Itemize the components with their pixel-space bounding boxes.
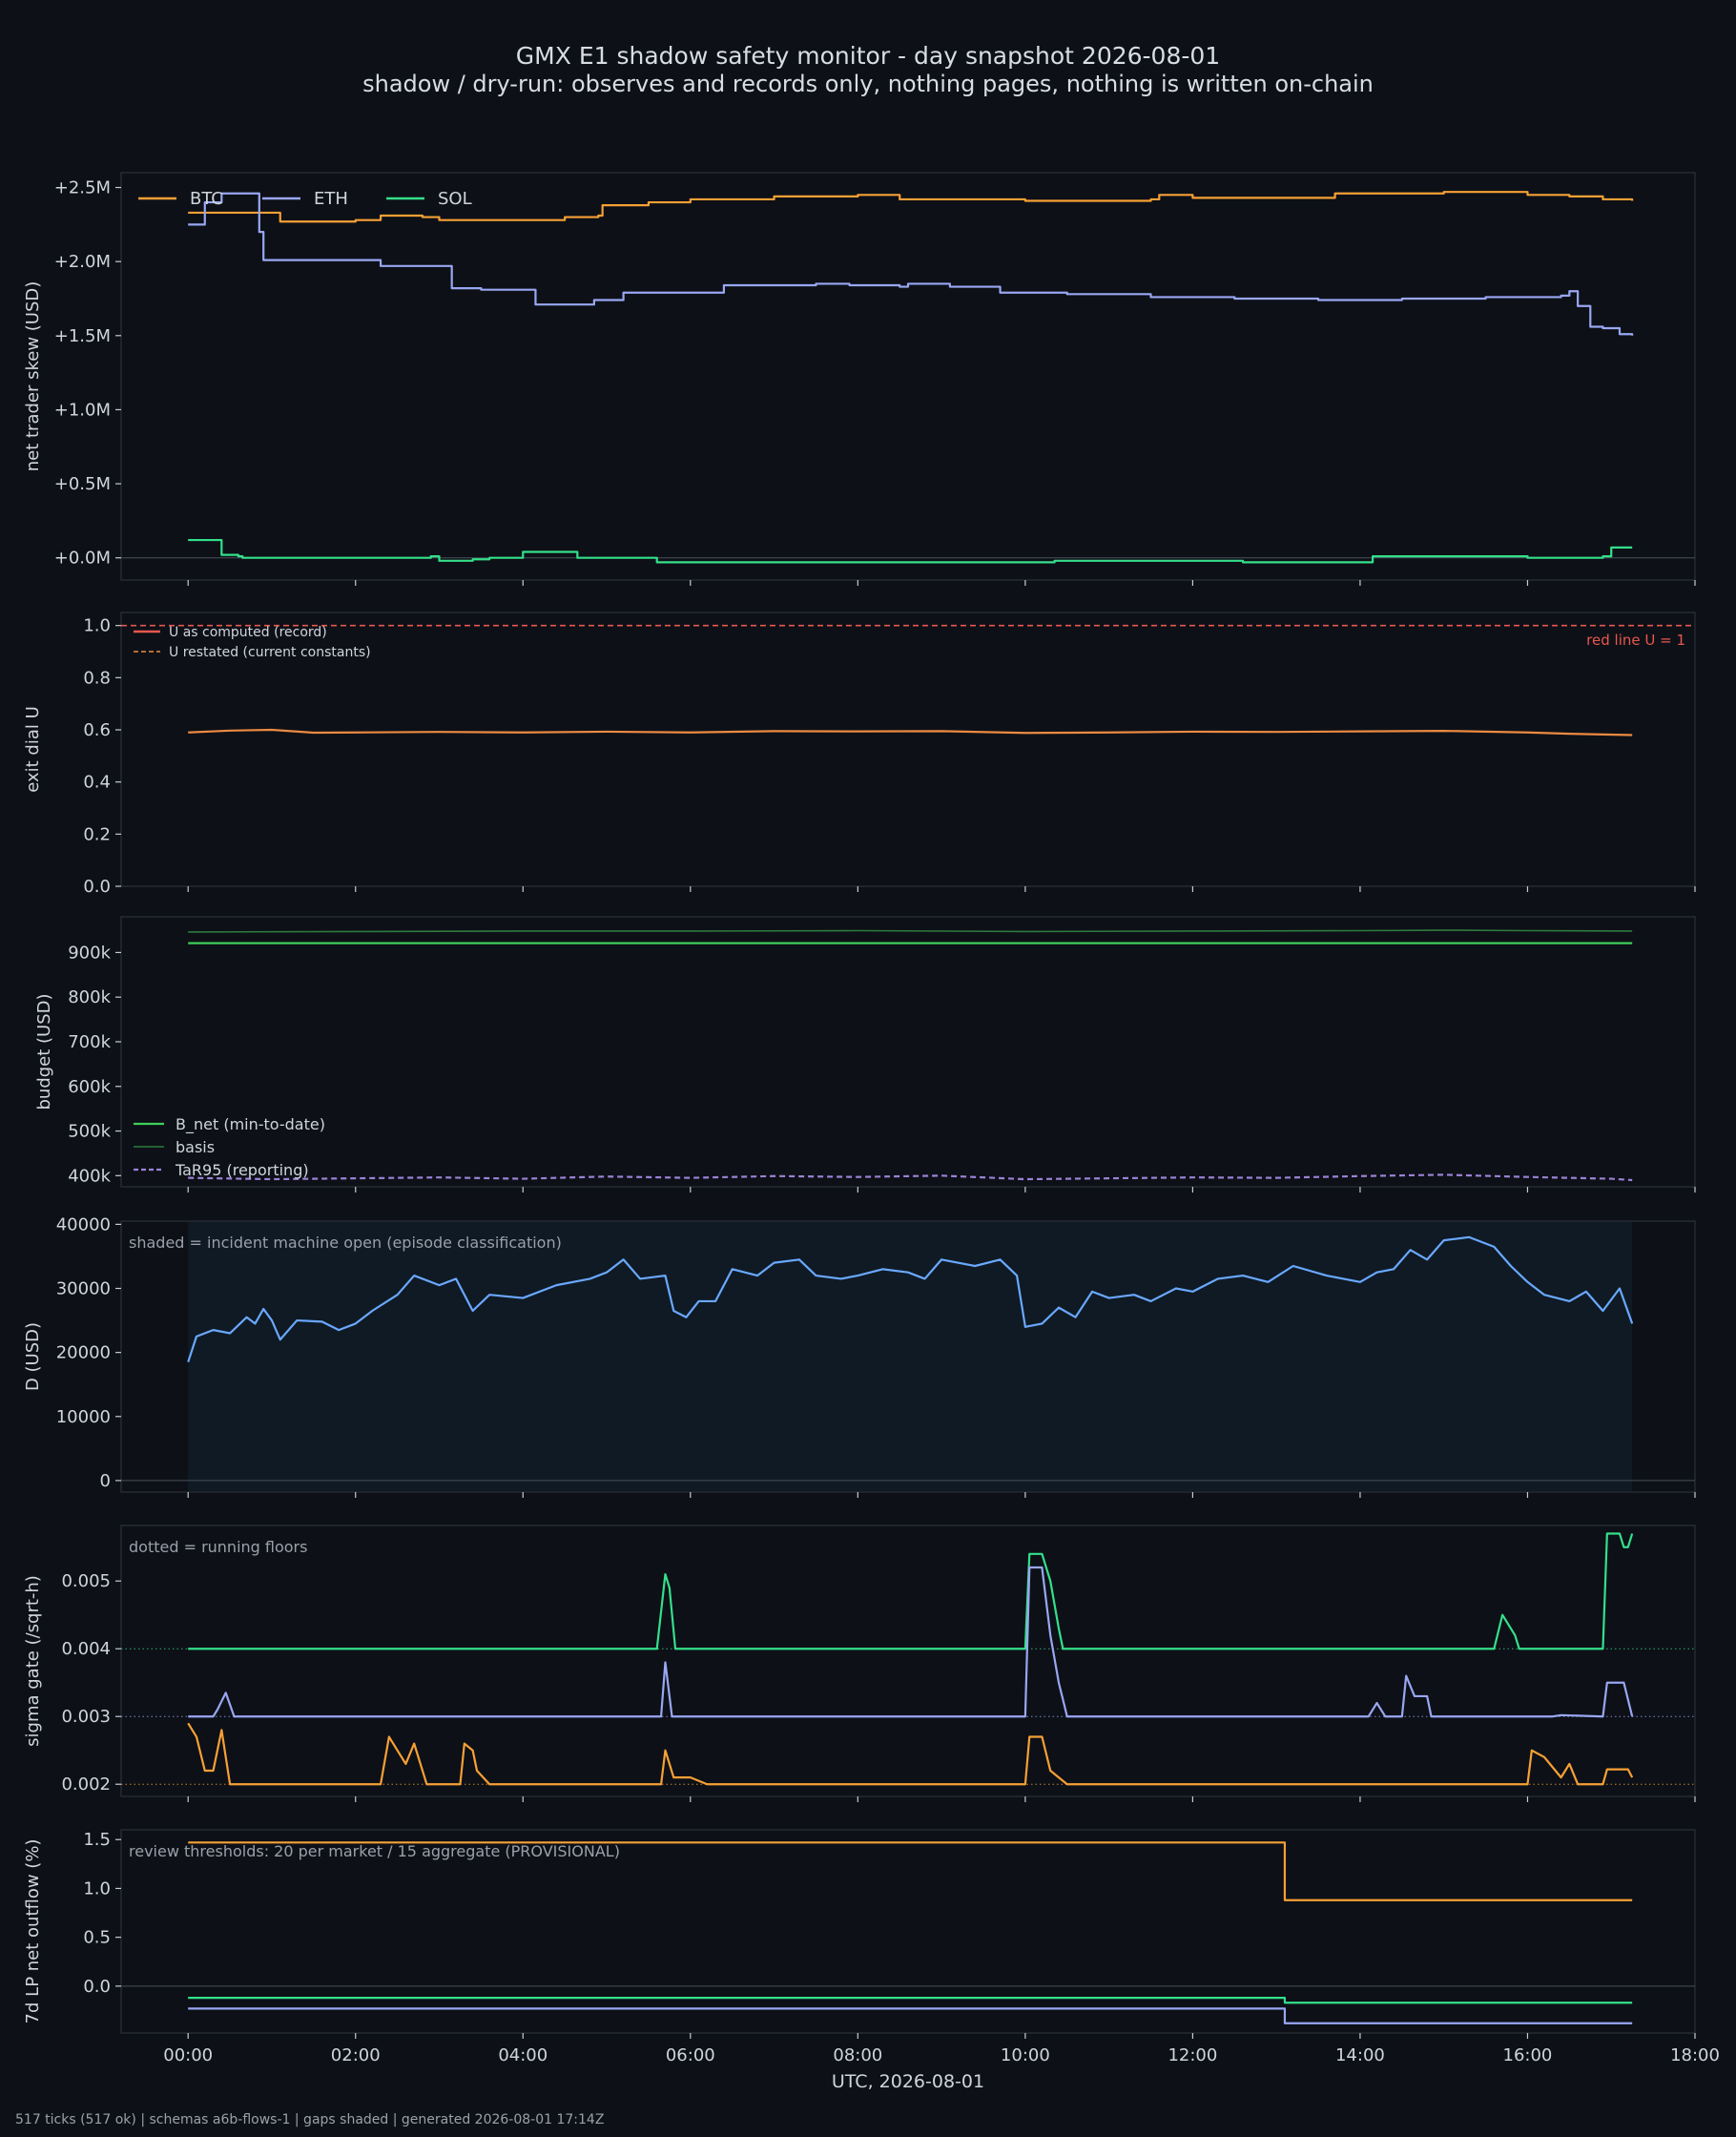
y-tick-label: 900k	[68, 943, 111, 963]
y-axis-label: D (USD)	[23, 1322, 43, 1391]
series-line-u-restated-current-constants-	[188, 728, 1633, 737]
y-tick-label: 700k	[68, 1032, 111, 1052]
legend-label: TaR95 (reporting)	[175, 1161, 309, 1179]
x-tick-label: 14:00	[1335, 2045, 1385, 2065]
legend-label: basis	[176, 1138, 215, 1156]
y-tick-label: 0.5	[83, 1928, 111, 1948]
panel-budget: 400k 500k 600k 700k 800k 900k budget (USD) B_ne…	[34, 916, 1696, 1193]
series-line-eth	[188, 1566, 1634, 1718]
chart-subtitle: shadow / dry-run: observes and records o…	[362, 71, 1374, 97]
y-tick-label: 0.6	[83, 720, 111, 740]
y-tick-label: 600k	[68, 1077, 111, 1097]
series-line-eth	[188, 2007, 1633, 2024]
y-tick-label: 0.004	[61, 1639, 111, 1659]
x-tick-label: 06:00	[666, 2045, 715, 2065]
axes-frame	[120, 916, 1696, 1188]
axes-frame	[120, 1220, 1696, 1493]
y-tick-label: +1.5M	[54, 326, 111, 346]
legend-label: U as computed (record)	[169, 625, 327, 640]
panel-skew: +0.0M +0.5M +1.0M +1.5M +2.0M +2.5M net trader…	[23, 172, 1696, 586]
axes-frame	[120, 1829, 1696, 2034]
red-line-annotation: red line U = 1	[1586, 632, 1685, 649]
legend-label: SOL	[438, 189, 472, 209]
panel-annotation: dotted = running floors	[129, 1538, 307, 1556]
y-tick-label: 1.5	[83, 1830, 111, 1850]
y-axis-label: exit dial U	[23, 706, 43, 793]
series-line-d	[187, 1235, 1634, 1363]
y-tick-label: +2.5M	[54, 178, 111, 198]
y-tick-label: +0.0M	[54, 549, 111, 569]
y-tick-label: 0.2	[83, 824, 111, 844]
y-axis-label: net trader skew (USD)	[23, 281, 43, 472]
y-axis-label: budget (USD)	[34, 993, 54, 1110]
y-tick-label: 0.005	[61, 1571, 111, 1591]
legend-label: BTC	[190, 189, 223, 209]
chart-title: GMX E1 shadow safety monitor - day snaps…	[515, 42, 1221, 70]
x-tick-label: 04:00	[498, 2045, 548, 2065]
series-line-btc	[187, 1722, 1634, 1786]
x-tick-label: 10:00	[1001, 2045, 1050, 2065]
panel-annotation: review thresholds: 20 per market / 15 ag…	[129, 1842, 620, 1860]
series-line-sol	[188, 1997, 1633, 2004]
x-tick-label: 02:00	[331, 2045, 381, 2065]
y-tick-label: +1.0M	[54, 400, 111, 420]
legend-label: B_net (min-to-date)	[176, 1115, 325, 1134]
series-line-tar95-reporting-	[188, 1173, 1633, 1182]
axes-frame	[120, 172, 1696, 581]
incident-shaded-span	[188, 1222, 1633, 1491]
y-tick-label: 0.003	[61, 1707, 111, 1727]
footer-status: 517 ticks (517 ok) | schemas a6b-flows-1…	[15, 2112, 605, 2127]
x-tick-label: 08:00	[833, 2045, 882, 2065]
y-tick-label: 30000	[56, 1278, 111, 1298]
panel-annotation: shaded = incident machine open (episode …	[129, 1234, 562, 1252]
panel-sigma: 0.002 0.003 0.004 0.005 sigma gate (/sqrt-h)…	[23, 1525, 1696, 1802]
y-tick-label: 0	[100, 1471, 111, 1491]
legend-label: U restated (current constants)	[169, 645, 371, 660]
x-tick-label: 16:00	[1503, 2045, 1553, 2065]
y-tick-label: 400k	[68, 1166, 111, 1186]
y-tick-label: 20000	[56, 1343, 111, 1363]
x-axis-label: UTC, 2026-08-01	[832, 2071, 984, 2092]
x-tick-label: 00:00	[163, 2045, 213, 2065]
y-tick-label: 0.8	[83, 668, 111, 688]
y-tick-label: 0.0	[83, 877, 111, 897]
series-line-sol	[188, 538, 1633, 564]
y-axis-label: sigma gate (/sqrt-h)	[23, 1575, 43, 1747]
panel-lp: 0.0 0.5 1.0 1.5 00:00 02:00 04:00 06:00 08:00 10:…	[23, 1829, 1720, 2092]
y-axis-label: 7d LP net outflow (%)	[23, 1839, 43, 2024]
series-line-basis	[188, 929, 1633, 933]
axes-frame	[120, 1525, 1696, 1797]
y-tick-label: 0.002	[61, 1774, 111, 1795]
series-line-eth	[188, 192, 1634, 336]
y-tick-label: 800k	[68, 987, 111, 1007]
panel-exit: 0.0 0.2 0.4 0.6 0.8 1.0 exit dial U red line U …	[23, 612, 1696, 897]
y-tick-label: 0.4	[83, 773, 111, 793]
series-line-sol	[188, 1532, 1634, 1650]
y-tick-label: 40000	[56, 1214, 111, 1234]
x-tick-label: 18:00	[1670, 2045, 1720, 2065]
axes-frame	[120, 612, 1696, 887]
series-line-btc	[188, 1841, 1633, 1901]
y-tick-label: +2.0M	[54, 252, 111, 272]
y-tick-label: 0.0	[83, 1977, 111, 1997]
y-tick-label: 1.0	[83, 616, 111, 636]
y-tick-label: +0.5M	[54, 474, 111, 494]
y-tick-label: 10000	[56, 1407, 111, 1427]
panel-D: 0 10000 20000 30000 40000 D (USD) shaded = inc…	[23, 1214, 1696, 1498]
x-tick-label: 12:00	[1168, 2045, 1217, 2065]
y-tick-label: 500k	[68, 1122, 111, 1142]
series-line-btc	[188, 191, 1634, 223]
legend-label: ETH	[314, 189, 348, 209]
y-tick-label: 1.0	[83, 1878, 111, 1898]
